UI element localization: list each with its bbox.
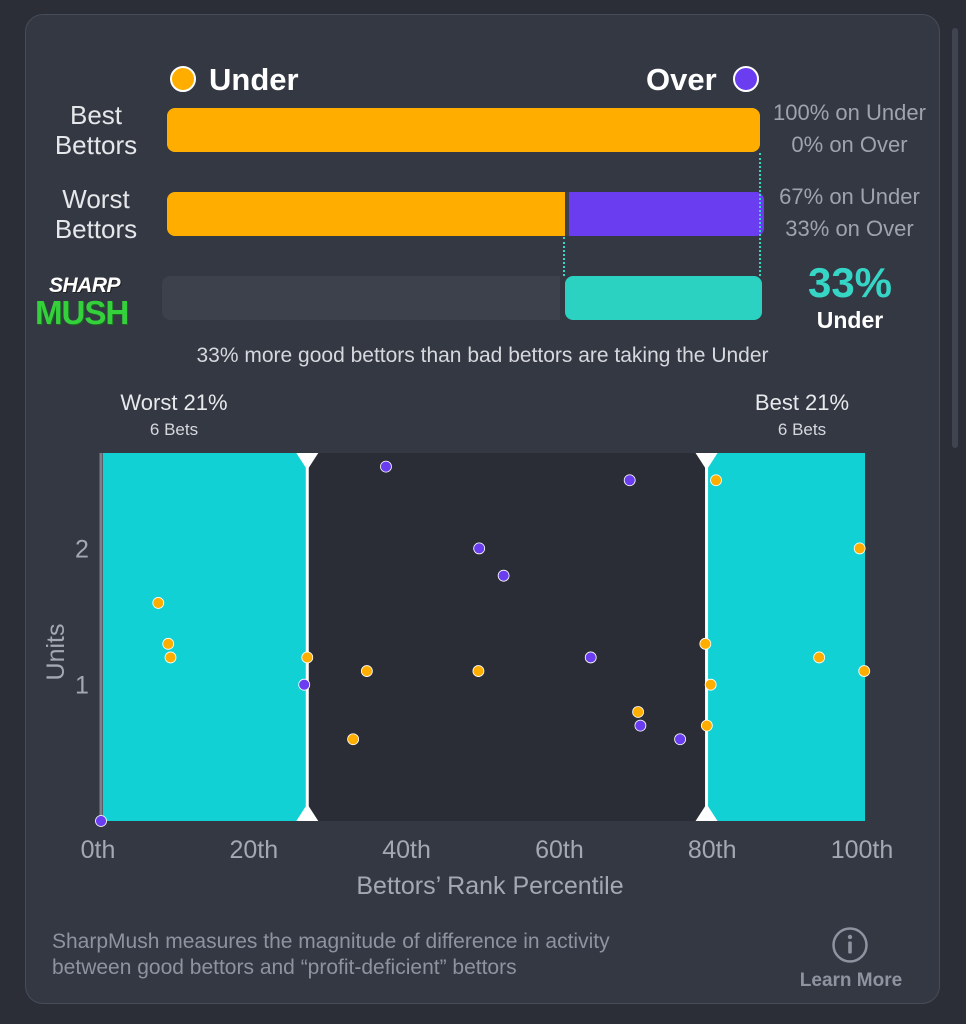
sharpmush-bar-track [162, 276, 560, 320]
best-label-line1: Best [69, 100, 123, 130]
under-legend-label: Under [209, 62, 299, 97]
over-point [95, 815, 107, 827]
y-tick-label: 2 [75, 535, 89, 563]
over-point [584, 651, 597, 664]
x-tick-label: 100th [831, 836, 894, 864]
under-point [710, 474, 722, 487]
sharpmush-difference-bar [565, 276, 762, 320]
under-point [360, 665, 373, 677]
over-point [497, 569, 510, 582]
best-under-pct: 100% on Under [773, 100, 926, 125]
over-point [634, 719, 647, 732]
best-zone-shade [706, 453, 865, 821]
under-point [853, 542, 866, 555]
best-bettors-label: Best Bettors [40, 100, 152, 160]
scrollbar[interactable] [952, 28, 958, 448]
worst-zone-shade [103, 453, 308, 821]
guide-line-worst-split [563, 237, 565, 276]
over-legend-label: Over [646, 62, 717, 97]
x-axis-title: Bettors’ Rank Percentile [356, 872, 623, 900]
under-point [699, 637, 712, 650]
worst-zone-subtitle: 6 Bets [149, 420, 199, 439]
worst-bettors-label: Worst Bettors [40, 184, 152, 244]
under-point [347, 733, 360, 746]
under-point [632, 706, 644, 718]
over-point [380, 460, 392, 473]
worst-zone-title: Worst 21% [120, 390, 228, 415]
under-point [700, 719, 713, 732]
x-tick-label: 40th [382, 836, 431, 864]
x-tick-label: 20th [229, 836, 278, 864]
worst-zone-handle-bottom [296, 804, 319, 821]
info-icon[interactable] [831, 926, 869, 964]
worst-under-pct: 67% on Under [779, 184, 920, 209]
y-tick-label: 1 [75, 672, 89, 700]
worst-zone-handle-top [296, 453, 319, 470]
worst-label-line2: Bettors [54, 214, 138, 244]
over-legend-dot [733, 66, 759, 92]
best-zone-handle-top [695, 453, 718, 470]
under-point [162, 637, 175, 650]
under-point [704, 678, 717, 691]
worst-label-line1: Worst [62, 184, 130, 214]
sharpmush-percent: 33% [807, 259, 893, 306]
logo-text-mush: MUSH [35, 294, 129, 331]
best-zone-handle-bottom [695, 804, 718, 821]
under-point [164, 651, 177, 664]
under-point [813, 651, 826, 664]
guide-line-best-end [759, 153, 761, 276]
worst-over-bar [568, 192, 764, 236]
under-point [152, 597, 165, 609]
footer-note: SharpMush measures the magnitude of diff… [52, 929, 772, 981]
best-zone-subtitle: 6 Bets [777, 420, 827, 439]
over-point [623, 474, 636, 487]
under-point [472, 665, 485, 677]
footer-note-line1: SharpMush measures the magnitude of diff… [52, 930, 610, 953]
worst-under-bar [167, 192, 565, 236]
under-point [301, 651, 314, 664]
footer-note-line2: between good bettors and “profit-deficie… [52, 956, 517, 979]
worst-over-pct: 33% on Over [785, 216, 914, 241]
learn-more-link[interactable]: Learn More [799, 970, 903, 991]
over-point [473, 542, 486, 555]
over-point [674, 733, 687, 746]
best-under-bar [167, 108, 760, 152]
x-tick-label: 60th [535, 836, 584, 864]
worst-bar-track [167, 192, 764, 236]
x-tick-label: 0th [81, 836, 116, 864]
under-point [858, 665, 871, 677]
sharpmush-summary: 33% more good bettors than bad bettors a… [196, 344, 769, 367]
logo-text-sharp: SHARP [49, 274, 121, 297]
y-axis-title: Units [42, 624, 70, 681]
sharpmush-logo: SHARP MUSH [35, 274, 150, 334]
best-label-line2: Bettors [54, 130, 138, 160]
sharpmush-side: Under [816, 307, 884, 333]
best-bar-track [167, 108, 760, 152]
best-zone-title: Best 21% [754, 390, 850, 415]
under-legend-dot [170, 66, 196, 92]
best-over-pct: 0% on Over [791, 132, 908, 157]
over-point [298, 678, 311, 691]
x-tick-label: 80th [688, 836, 737, 864]
